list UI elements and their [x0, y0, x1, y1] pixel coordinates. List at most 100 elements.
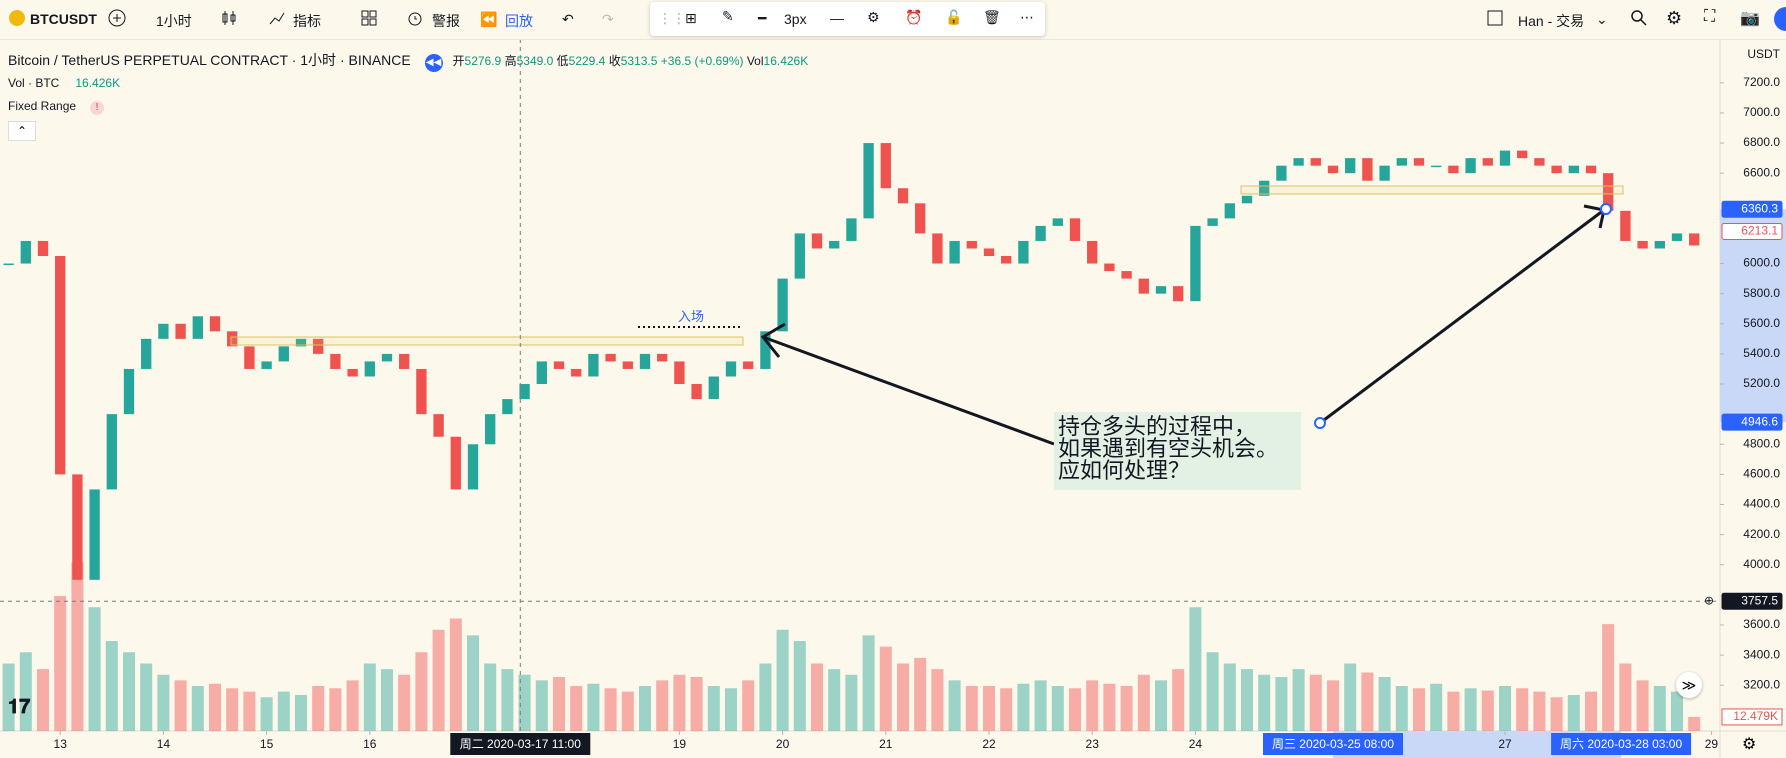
time-tag-bg — [1263, 733, 1403, 755]
axis-settings[interactable]: ⚙ — [1742, 736, 1757, 753]
alert-icon — [408, 12, 422, 26]
y-tick-label: 5800.0 — [1743, 286, 1780, 300]
replay[interactable]: 回放 — [505, 13, 533, 29]
undo[interactable]: ↶ — [562, 11, 574, 27]
last-price: 6213.1 — [1741, 224, 1778, 238]
volume-bar — [1481, 690, 1494, 731]
candle — [657, 353, 668, 362]
collapse-legend[interactable]: ⌃ — [8, 121, 36, 141]
candle — [1310, 158, 1321, 166]
candle — [708, 376, 719, 400]
indicator-icon — [269, 12, 285, 25]
candle — [381, 353, 393, 362]
volume-bar — [535, 680, 548, 731]
replay-button[interactable]: ◀◀ — [424, 54, 443, 72]
indicators[interactable]: 指标 — [293, 13, 321, 29]
settings[interactable]: ⚙ — [867, 9, 880, 25]
volume-bar — [570, 686, 583, 731]
volume-bar — [982, 686, 996, 731]
candle — [1551, 165, 1562, 174]
candle — [502, 399, 513, 415]
volume-bar — [380, 669, 394, 731]
candle — [1534, 158, 1545, 166]
scroll-to-realtime[interactable]: ≫ — [1676, 672, 1702, 698]
crosshair-plus: ⊕ — [1704, 593, 1714, 607]
search[interactable] — [1630, 9, 1648, 27]
candle — [123, 368, 135, 415]
x-tick-label: 19 — [673, 737, 687, 751]
volume-bar — [312, 686, 325, 731]
layout[interactable]: Han - 交易 — [1518, 13, 1585, 29]
warning-icon[interactable]: ! — [90, 101, 105, 115]
candle — [897, 188, 909, 204]
volume-bar — [36, 669, 50, 731]
close-value: 5313.5 — [620, 54, 658, 68]
delete[interactable]: 🗑 — [983, 9, 1001, 25]
legend-title: Bitcoin / TetherUS PERPETUAL CONTRACT · … — [8, 52, 411, 68]
lock[interactable]: 🔓 — [945, 9, 963, 25]
snapshot[interactable]: 📷 — [1740, 10, 1760, 27]
volume-bar — [587, 683, 600, 731]
layout-checkbox[interactable] — [1486, 9, 1504, 27]
ohlc: 开5276.9 高5349.0 低5229.4 收5313.5 +36.5 (+… — [453, 54, 809, 68]
y-tick-label: 4600.0 — [1743, 467, 1780, 481]
candle — [1327, 165, 1339, 174]
more[interactable]: ⋯ — [1020, 9, 1034, 25]
candle — [89, 489, 100, 580]
symbol[interactable]: BTCUSDT — [30, 11, 97, 27]
candle — [55, 256, 66, 475]
redo[interactable]: ↷ — [602, 11, 614, 27]
legend: Bitcoin / TetherUS PERPETUAL CONTRACT · … — [8, 50, 808, 72]
vol-value: 16.426K — [763, 54, 809, 68]
pen-color[interactable]: ✎ — [722, 8, 734, 24]
volume-bar — [1395, 686, 1408, 731]
high-value: 5349.0 — [516, 54, 554, 68]
account[interactable] — [1772, 7, 1786, 31]
candle — [295, 338, 307, 347]
templates[interactable]: ⊞ — [685, 10, 697, 26]
volume-bar — [1636, 680, 1649, 731]
volume-bar — [105, 641, 118, 731]
volume-bar — [879, 646, 892, 731]
layout-menu[interactable]: ⌄ — [1596, 11, 1608, 27]
volume-legend: Vol · BTC 16.426K — [8, 76, 120, 90]
candle — [1620, 210, 1631, 241]
candle — [571, 368, 582, 377]
volume-bar — [1602, 624, 1615, 731]
templates[interactable] — [360, 9, 378, 27]
candle — [1585, 165, 1597, 174]
volume-bar — [828, 669, 841, 731]
settings[interactable]: ⚙ — [1666, 8, 1683, 28]
interval[interactable]: 1小时 — [156, 13, 192, 29]
volume-bar — [552, 677, 566, 731]
fixed-range: Fixed Range — [8, 99, 77, 113]
volume-bar — [1034, 680, 1047, 731]
range-price: 4946.6 — [1741, 414, 1778, 428]
candle — [794, 233, 805, 279]
y-tick-label: 4000.0 — [1743, 557, 1780, 571]
line-width[interactable]: 3px — [784, 11, 807, 27]
x-tick-label: 20 — [776, 737, 790, 751]
annotation-line: 应如何处理？ — [1058, 458, 1191, 483]
candle — [1190, 225, 1201, 302]
candle — [880, 143, 891, 189]
candle — [553, 361, 565, 369]
line-style[interactable]: — — [830, 10, 844, 26]
time-tag-bg — [450, 733, 591, 755]
add-symbol[interactable] — [108, 9, 126, 27]
fullscreen[interactable]: ⛶ — [1704, 8, 1716, 25]
alert[interactable]: 警报 — [432, 13, 460, 29]
x-tick-label: 24 — [1189, 737, 1203, 751]
candle — [467, 444, 479, 490]
volume-bar — [862, 635, 875, 731]
candle — [244, 346, 255, 369]
volume-bar — [793, 641, 806, 731]
volume-bar — [1533, 691, 1546, 731]
candle — [416, 368, 427, 415]
alert-add[interactable]: ⏰ — [905, 9, 923, 25]
drag-handle[interactable]: ⋮⋮ — [658, 10, 686, 26]
volume-bar — [1258, 674, 1271, 731]
candle — [1276, 165, 1287, 181]
chart-type[interactable] — [220, 9, 238, 27]
